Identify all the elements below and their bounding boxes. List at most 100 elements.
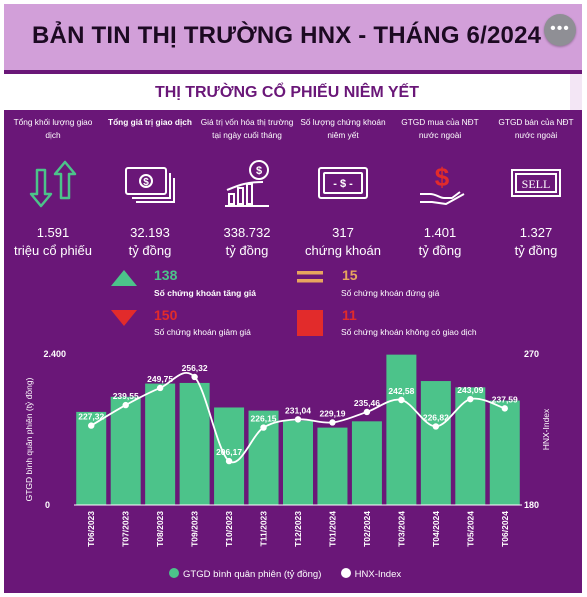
legend-swatch-line xyxy=(340,568,351,578)
equal-bars-icon xyxy=(297,271,323,283)
section-title: THỊ TRƯỜNG CỔ PHIẾU NIÊM YẾT xyxy=(155,84,419,101)
stat-unit: triệu cổ phiếu xyxy=(13,243,93,258)
x-tick-label: T04/2024 xyxy=(431,511,441,547)
index-point xyxy=(260,424,267,431)
svg-text:$: $ xyxy=(256,165,262,177)
y-right-tick-label: 180 xyxy=(524,500,539,510)
page-title: BẢN TIN THỊ TRƯỜNG HNX - THÁNG 6/2024 xyxy=(32,22,542,49)
x-tick-label: T01/2024 xyxy=(327,511,337,547)
stat-unit: tỷ đồng xyxy=(418,243,462,258)
bar xyxy=(179,382,210,505)
index-point xyxy=(225,457,233,465)
banknotes-icon: $ xyxy=(125,167,175,203)
index-data-label: 243,09 xyxy=(457,385,483,395)
x-tick-label: T12/2023 xyxy=(293,511,303,547)
stat-market-cap: Giá trị vốn hóa thị trường tại ngày cuối… xyxy=(199,116,295,259)
x-tick-label: T05/2024 xyxy=(465,511,475,547)
index-data-label: 226,15 xyxy=(251,414,277,424)
more-options-button[interactable]: ••• xyxy=(544,14,576,46)
index-point xyxy=(191,373,198,381)
bar xyxy=(351,421,382,505)
bulletin-panel: BẢN TIN THỊ TRƯỜNG HNX - THÁNG 6/2024 ••… xyxy=(4,4,582,593)
bar xyxy=(110,396,141,505)
svg-text:SELL: SELL xyxy=(522,177,551,191)
y-left-tick-label: 2.400 xyxy=(43,349,66,359)
stat-unit: tỷ đồng xyxy=(225,243,269,258)
money-bill-icon: - $ - xyxy=(318,167,368,199)
svg-text:$: $ xyxy=(435,162,450,192)
index-data-label: 227,32 xyxy=(78,412,104,422)
count-decrease: 150 xyxy=(154,307,178,323)
x-tick-label: T03/2024 xyxy=(396,511,406,547)
index-data-label: 229,19 xyxy=(319,408,345,418)
count-no-trade-label: Số chứng khoán không có giao dịch xyxy=(341,327,477,337)
red-square-icon xyxy=(297,310,323,336)
more-dots-icon: ••• xyxy=(550,20,570,37)
stat-foreign-buy: GTGD mua của NĐT nước ngoài $ 1.401 tỷ đ… xyxy=(392,116,488,259)
stat-listed-securities: Số lượng chứng khoán niêm yết - $ - 317 … xyxy=(295,116,391,259)
index-data-label: 226,82 xyxy=(423,412,449,422)
combo-chart: 2.400 0 270 180 GTGD bình quân phiên (tỷ đồn… xyxy=(24,349,551,547)
up-down-arrows-icon xyxy=(29,160,77,208)
bar xyxy=(145,383,176,505)
index-point xyxy=(467,395,474,403)
header-band: BẢN TIN THỊ TRƯỜNG HNX - THÁNG 6/2024 ••… xyxy=(4,4,582,70)
side-strip xyxy=(570,74,582,110)
bar xyxy=(317,427,348,505)
count-increase: 138 xyxy=(154,267,178,283)
stat-value: 1.401 xyxy=(423,225,457,240)
bar xyxy=(489,400,520,505)
index-point xyxy=(398,396,405,404)
stat-unit: tỷ đồng xyxy=(514,243,558,258)
stat-label: GTGD bán của NĐT nước ngoài xyxy=(498,117,574,140)
x-tick-label: T11/2023 xyxy=(259,511,269,547)
sell-sign-icon: SELL xyxy=(511,169,561,197)
index-data-label: 242,58 xyxy=(388,386,414,396)
index-data-label: 235,46 xyxy=(354,398,380,408)
legend-label-line: HNX-Index xyxy=(354,569,402,580)
bar xyxy=(283,420,313,505)
stat-volume: Tổng khối lượng giao dịch 1.591 triệu cổ… xyxy=(5,116,101,259)
hand-dollar-icon: $ xyxy=(420,162,465,205)
index-point xyxy=(156,384,164,392)
x-tick-label: T06/2023 xyxy=(86,511,96,547)
section-band: THỊ TRƯỜNG CỔ PHIẾU NIÊM YẾT xyxy=(4,74,570,110)
stat-label: Tổng giá trị giao dịch xyxy=(108,117,192,127)
x-tick-label: T07/2023 xyxy=(121,511,131,547)
stat-foreign-sell: GTGD bán của NĐT nước ngoài SELL 1.327 t… xyxy=(488,116,582,259)
bar xyxy=(420,381,451,505)
count-increase-label: Số chứng khoán tăng giá xyxy=(154,288,257,298)
count-decrease-label: Số chứng khoán giảm giá xyxy=(154,327,251,337)
stat-value: 317 xyxy=(332,225,354,240)
x-tick-label: T10/2023 xyxy=(224,511,234,547)
index-data-label: 239,55 xyxy=(113,391,139,401)
index-point xyxy=(501,405,508,412)
index-point xyxy=(363,408,371,416)
y-right-tick-label: 270 xyxy=(524,349,539,359)
down-triangle-icon xyxy=(111,310,137,326)
stat-unit: chứng khoán xyxy=(305,243,381,258)
y-left-tick-label: 0 xyxy=(45,500,50,510)
index-data-label: 249,75 xyxy=(147,374,173,384)
bar xyxy=(386,354,417,505)
index-point xyxy=(329,419,336,426)
count-no-trade: 11 xyxy=(342,307,357,323)
stat-label: Tổng khối lượng giao dịch xyxy=(13,117,93,140)
y-right-axis-label: HNX-Index xyxy=(541,408,551,450)
index-point xyxy=(432,423,440,430)
index-data-label: 231,04 xyxy=(285,405,311,415)
stat-value: 338.732 xyxy=(223,225,271,240)
index-data-label: 206,17 xyxy=(216,447,242,457)
growth-chart-coin-icon: $ xyxy=(225,160,269,207)
x-tick-label: T02/2024 xyxy=(362,511,372,547)
chart-legend: GTGD bình quân phiên (tỷ đồng) HNX-Index xyxy=(169,568,401,580)
count-unchanged-label: Số chứng khoán đứng giá xyxy=(341,288,440,298)
legend-label-bar: GTGD bình quân phiên (tỷ đồng) xyxy=(183,569,322,580)
x-tick-label: T08/2023 xyxy=(155,511,165,547)
y-left-axis-label: GTGD bình quân phiên (tỷ đồng) xyxy=(24,377,34,501)
stat-unit: tỷ đồng xyxy=(128,243,172,258)
index-point xyxy=(122,401,129,409)
legend-swatch-bar xyxy=(169,568,179,578)
x-tick-label: T06/2024 xyxy=(500,511,510,547)
bar xyxy=(214,407,245,505)
